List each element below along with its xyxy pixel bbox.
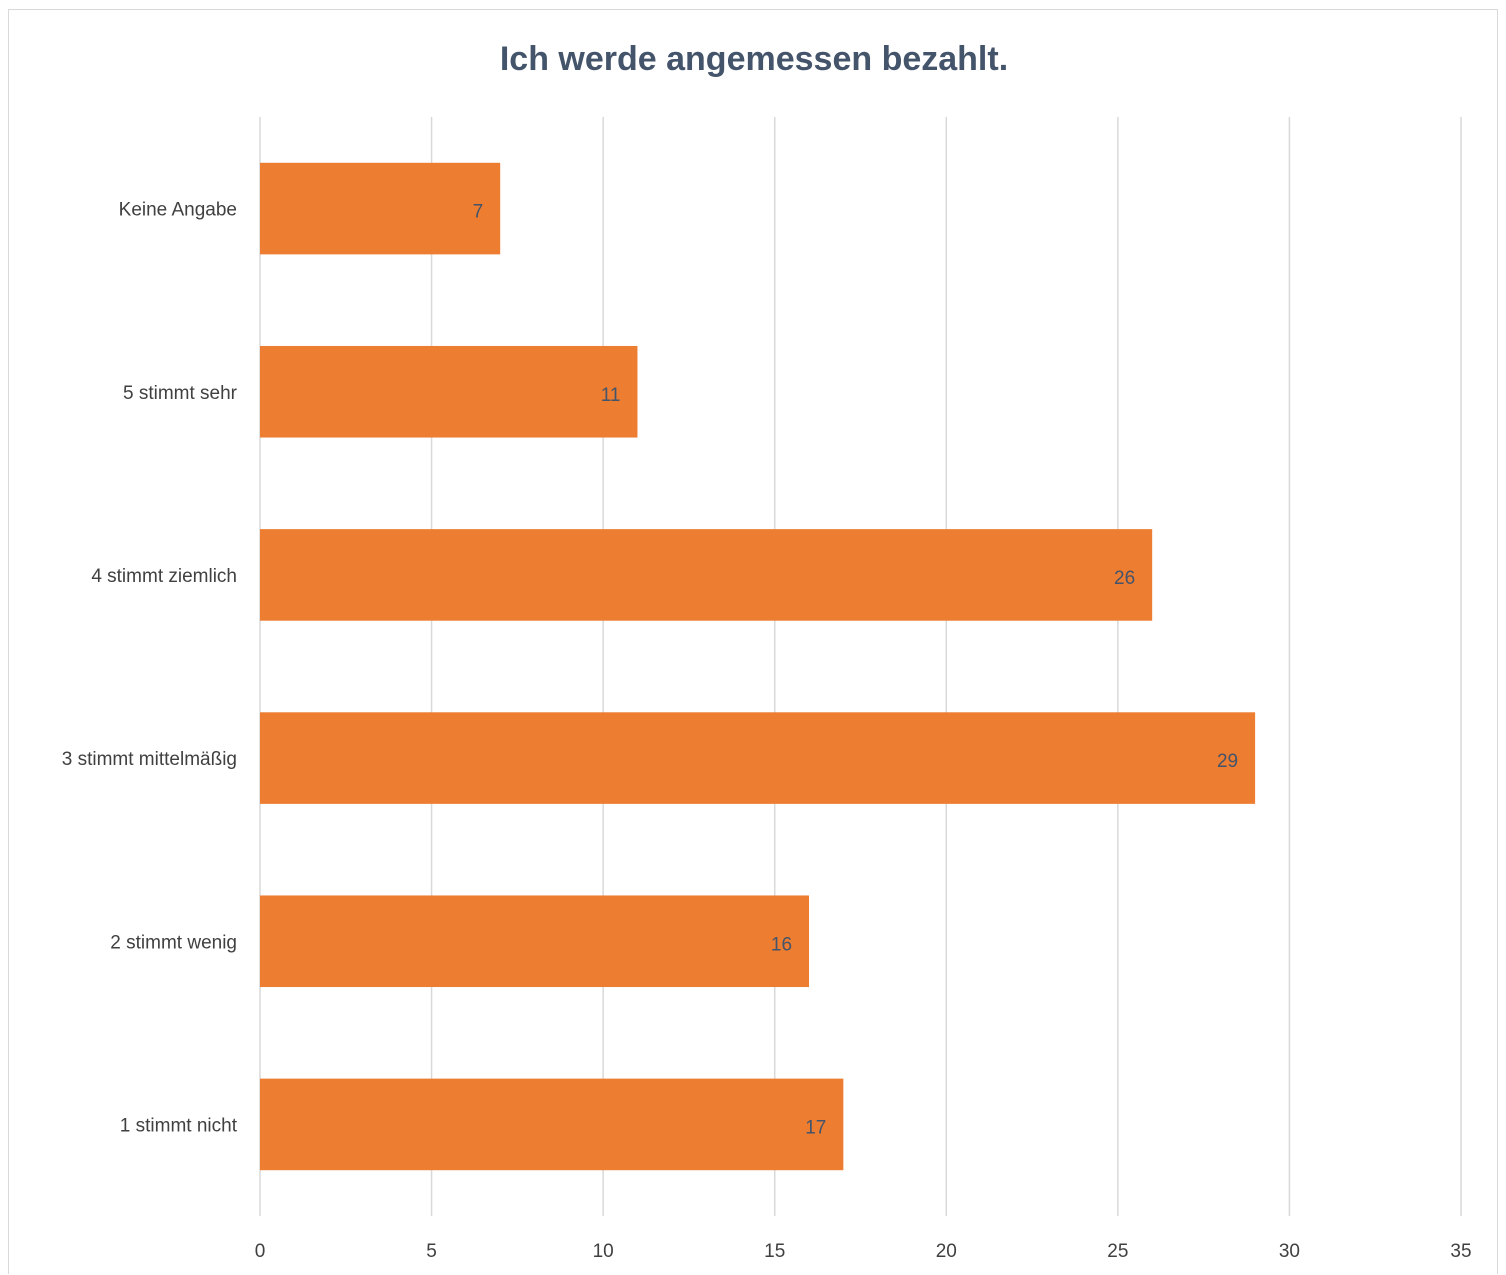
- data-label: 11: [601, 385, 621, 406]
- category-label: 3 stimmt mittelmäßig: [62, 749, 237, 770]
- x-tick-label: 30: [1279, 1241, 1300, 1262]
- x-tick-label: 10: [593, 1241, 614, 1262]
- category-label: 5 stimmt sehr: [123, 383, 238, 404]
- data-label: 29: [1217, 751, 1238, 772]
- category-label: 1 stimmt nicht: [120, 1115, 238, 1136]
- data-label: 7: [473, 202, 484, 223]
- data-label: 17: [805, 1117, 826, 1138]
- x-tick-label: 25: [1107, 1241, 1128, 1262]
- bar: [260, 712, 1256, 804]
- category-label: 4 stimmt ziemlich: [91, 566, 237, 587]
- bars: [260, 162, 1256, 1171]
- category-label: 2 stimmt wenig: [110, 932, 237, 953]
- chart-frame: 0 5 10 15 20 25 30 35 Keine Angabe 7 5 stimmt sehr…: [8, 9, 1498, 1274]
- data-label: 26: [1114, 568, 1135, 589]
- gridlines: [259, 117, 1462, 1216]
- x-tick-label: 5: [426, 1241, 437, 1262]
- bar: [260, 162, 501, 255]
- bar-chart: 0 5 10 15 20 25 30 35 Keine Angabe 7 5 stimmt sehr…: [62, 40, 1472, 1262]
- bar: [260, 1078, 844, 1171]
- bar: [260, 529, 1153, 621]
- x-tick-label: 35: [1450, 1241, 1471, 1262]
- bar: [260, 345, 638, 438]
- labels: 0 5 10 15 20 25 30 35 Keine Angabe 7 5 stimmt sehr…: [62, 200, 1472, 1262]
- x-tick-label: 0: [255, 1241, 266, 1262]
- x-tick-label: 20: [936, 1241, 957, 1262]
- chart-title: Ich werde angemessen bezahlt.: [500, 40, 1008, 78]
- category-label: Keine Angabe: [119, 200, 237, 221]
- bar: [260, 895, 810, 988]
- data-label: 16: [771, 934, 792, 955]
- x-tick-label: 15: [764, 1241, 785, 1262]
